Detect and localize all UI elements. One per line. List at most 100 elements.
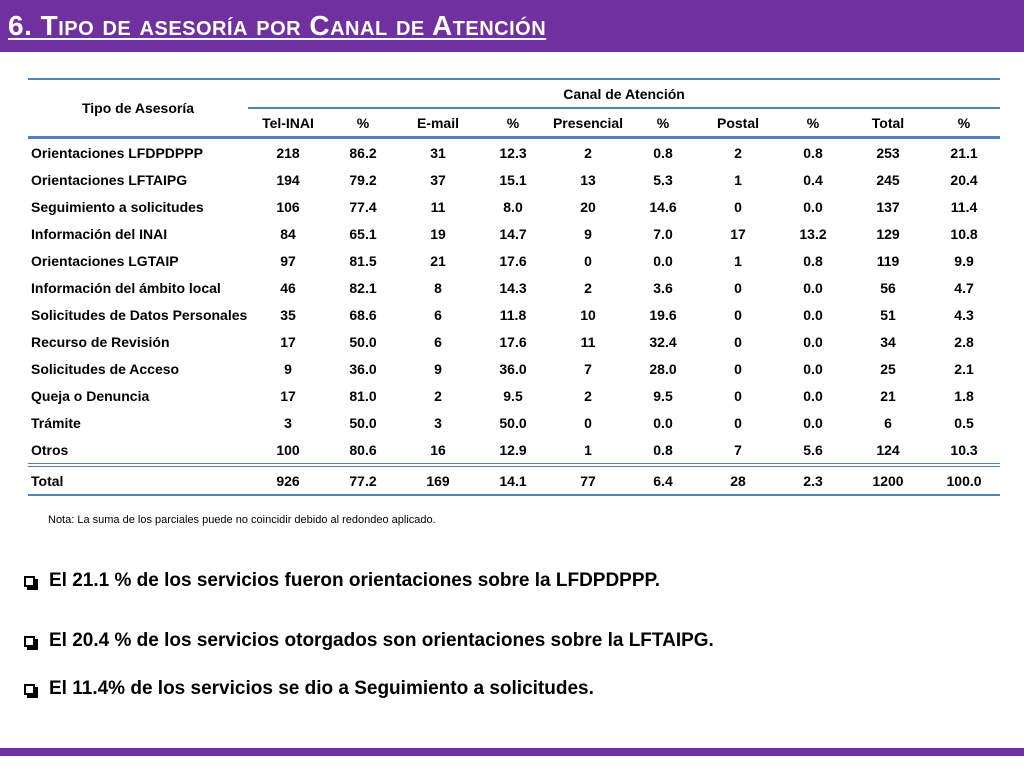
table-cell: 17	[280, 387, 296, 404]
table-cell: 5.3	[653, 171, 673, 188]
table-cell: 2	[584, 387, 592, 404]
table-cell: 0.0	[803, 306, 823, 323]
table-cell: 28.0	[649, 360, 677, 377]
table-cell: 11.8	[499, 306, 527, 323]
page-title: 6. Tipo de asesoría por Canal de Atenció…	[8, 10, 547, 41]
table-cell: 10	[580, 306, 596, 323]
table-cell: 9	[284, 360, 292, 377]
table-cell: 77.4	[349, 198, 377, 215]
table-cell: 1	[584, 441, 592, 458]
row-label: Queja o Denuncia	[31, 387, 150, 404]
total-cell: 1200	[848, 463, 928, 496]
table-cell: 3.6	[653, 279, 673, 296]
table-cell: 0.0	[803, 333, 823, 350]
total-cell: 926	[248, 463, 328, 496]
bullet-text: El 21.1 % de los servicios fueron orient…	[49, 570, 661, 591]
row-label: Recurso de Revisión	[31, 333, 170, 350]
table-cell: 17.6	[499, 333, 527, 350]
checkbox-bullet-icon	[24, 635, 38, 650]
column-header: %	[328, 108, 398, 139]
table-cell: 129	[876, 225, 900, 242]
table-cell: 0.8	[803, 144, 823, 161]
table-cell: 0.8	[653, 144, 673, 161]
table-body: Orientaciones LFDPDPPP 218 86.2 31 12.3 2 0.8 2…	[28, 138, 1000, 466]
table-cell: 2	[434, 387, 442, 404]
table-cell: 0	[734, 414, 742, 431]
table-cell: 12.9	[499, 441, 527, 458]
table-cell: 0	[734, 306, 742, 323]
table-cell: 0.0	[803, 414, 823, 431]
table-cell: 17	[280, 333, 296, 350]
table-cell: 9.5	[503, 387, 523, 404]
table-cell: 6	[434, 333, 442, 350]
table-cell: 124	[876, 441, 900, 458]
table-cell: 2	[734, 144, 742, 161]
table-cell: 106	[276, 198, 300, 215]
column-header: %	[778, 108, 848, 139]
row-label: Solicitudes de Datos Personales	[31, 306, 248, 323]
table-cell: 9	[434, 360, 442, 377]
row-label: Orientaciones LFTAIPG	[31, 171, 188, 188]
bullet-text: El 20.4 % de los servicios otorgados son…	[49, 630, 714, 651]
column-header: E-mail	[398, 108, 478, 139]
table-cell: 0	[734, 333, 742, 350]
total-cell: 14.1	[478, 463, 548, 496]
table-cell: 0.4	[803, 171, 823, 188]
table-cell: 15.1	[499, 171, 527, 188]
table-cell: 11	[430, 198, 446, 215]
table-cell: 21	[430, 252, 446, 269]
row-label: Trámite	[31, 414, 81, 431]
table-cell: 9.9	[954, 252, 974, 269]
bullet-item: El 11.4% de los servicios se dio a Segui…	[24, 674, 1004, 704]
row-label: Solicitudes de Acceso	[31, 360, 180, 377]
table-cell: 4.3	[954, 306, 974, 323]
table-cell: 17.6	[499, 252, 527, 269]
total-cell: 77.2	[328, 463, 398, 496]
table-cell: 37	[430, 171, 446, 188]
table-cell: 0.0	[803, 387, 823, 404]
table-cell: 8	[434, 279, 442, 296]
total-cell: 6.4	[628, 463, 698, 496]
table-cell: 14.3	[499, 279, 527, 296]
table-row: Recurso de Revisión 17 50.0 6 17.6 11 32.4 0 0.0…	[28, 328, 1000, 355]
table-row: Trámite 3 50.0 3 50.0 0 0.0 0 0.0 6 0.5	[28, 409, 1000, 436]
table-cell: 31	[430, 144, 446, 161]
title-bar: 6. Tipo de asesoría por Canal de Atenció…	[0, 0, 1024, 52]
table-cell: 11.4	[950, 198, 978, 215]
table-cell: 21	[880, 387, 896, 404]
table-cell: 25	[880, 360, 896, 377]
table-cell: 1.8	[954, 387, 974, 404]
table-cell: 7	[584, 360, 592, 377]
table-cell: 194	[276, 171, 300, 188]
bottom-bar	[0, 748, 1024, 756]
checkbox-bullet-icon	[24, 575, 38, 590]
table-cell: 14.6	[649, 198, 677, 215]
table-cell: 8.0	[503, 198, 523, 215]
table-cell: 32.4	[649, 333, 677, 350]
checkbox-bullet-icon	[24, 683, 38, 698]
table-cell: 6	[884, 414, 892, 431]
table-cell: 13.2	[799, 225, 827, 242]
table-cell: 46	[280, 279, 296, 296]
table-cell: 81.0	[349, 387, 377, 404]
table-cell: 50.0	[349, 333, 377, 350]
bullet-list: El 21.1 % de los servicios fueron orient…	[24, 566, 1004, 704]
table-cell: 84	[280, 225, 296, 242]
table-cell: 245	[876, 171, 900, 188]
table-row: Orientaciones LFTAIPG 194 79.2 37 15.1 13 5.3 1…	[28, 166, 1000, 193]
column-header: Tel-INAI	[248, 108, 328, 139]
table-cell: 81.5	[349, 252, 377, 269]
row-label: Seguimiento a solicitudes	[31, 198, 204, 215]
table-cell: 11	[580, 333, 596, 350]
table-cell: 82.1	[349, 279, 377, 296]
column-header: %	[628, 108, 698, 139]
bullet-item: El 21.1 % de los servicios fueron orient…	[24, 566, 1004, 596]
table-cell: 3	[284, 414, 292, 431]
row-label: Información del INAI	[31, 225, 168, 242]
total-cell: 100.0	[928, 463, 1001, 496]
total-label: Total	[28, 463, 248, 496]
table-cell: 0	[584, 252, 592, 269]
table-cell: 3	[434, 414, 442, 431]
table-cell: 50.0	[499, 414, 527, 431]
table-cell: 65.1	[349, 225, 377, 242]
